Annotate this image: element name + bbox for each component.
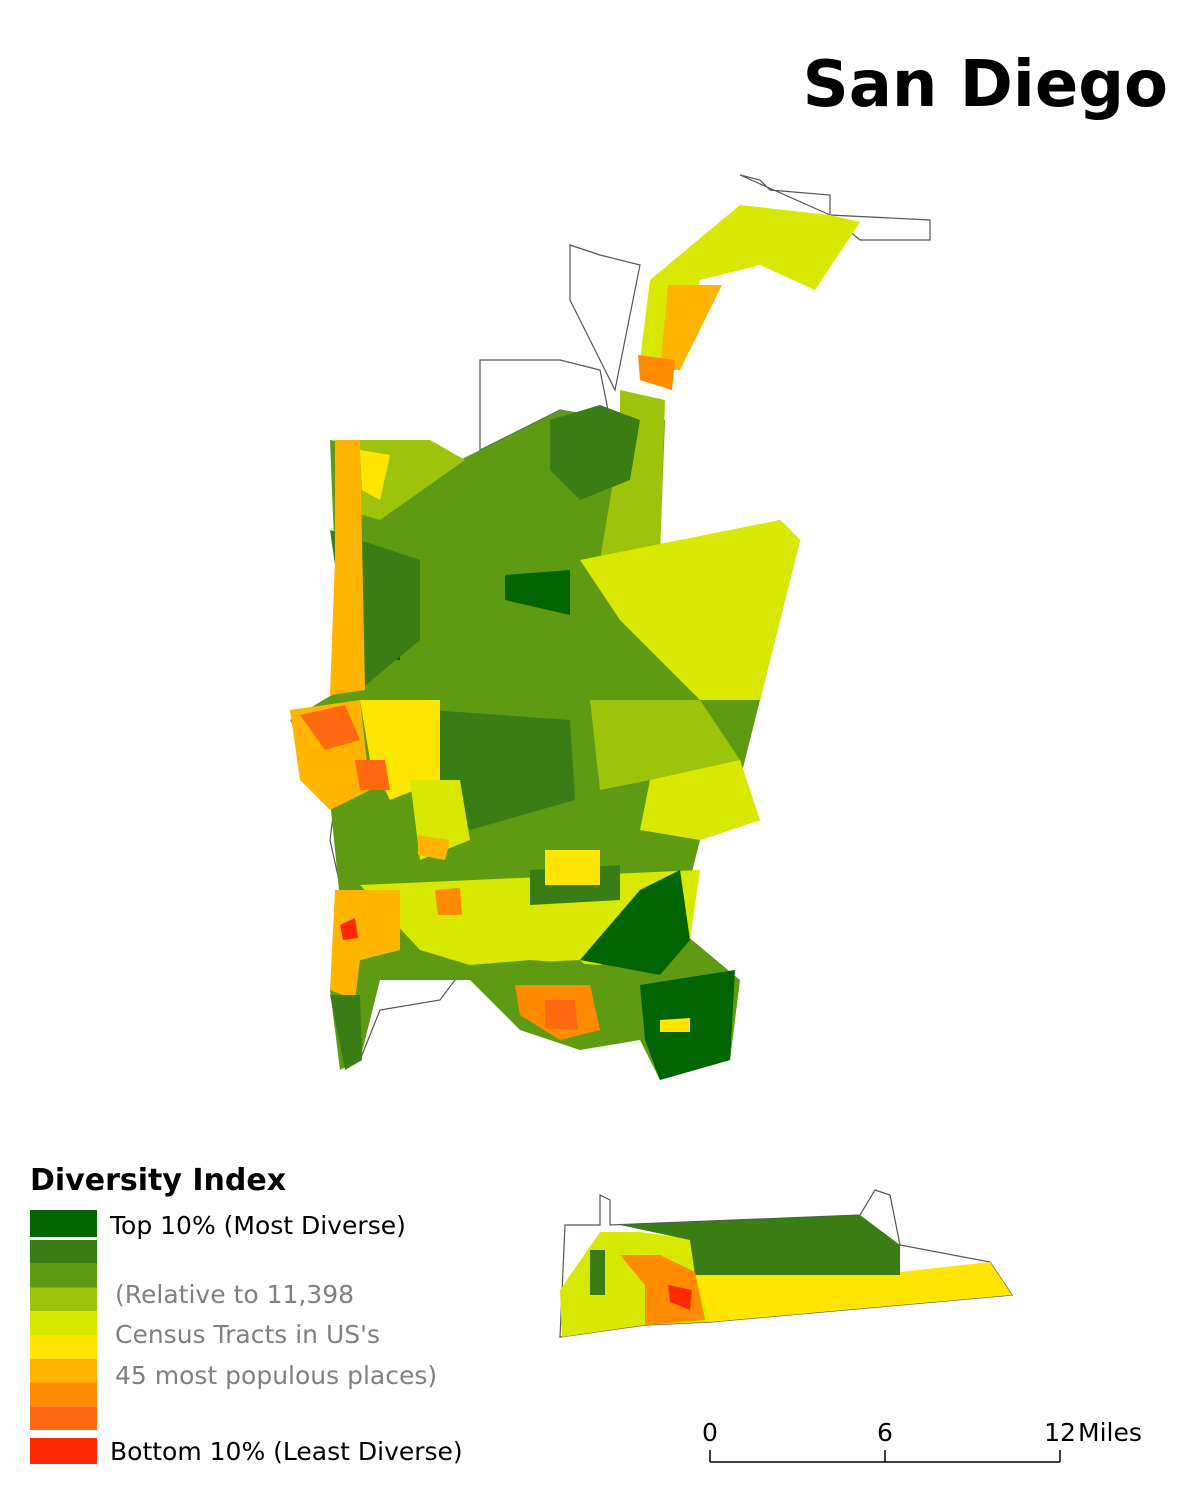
legend-label: Top 10% (Most Diverse) [109,1211,406,1240]
tract [580,870,690,975]
tract [580,520,800,700]
tract [660,285,722,370]
legend-swatch [30,1335,97,1359]
tracts [290,205,860,1080]
legend-swatch [30,1358,97,1383]
scale-label: 12 [1044,1418,1076,1447]
tract [600,390,665,560]
tract [340,918,358,940]
legend-note: (Relative to 11,398 [115,1280,354,1309]
legend-note: Census Tracts in US's [115,1320,380,1349]
scale-bar: Miles 0 6 12 [702,1418,1142,1463]
legend-swatch [30,1438,97,1464]
tract [330,440,365,695]
tract [505,570,570,615]
tract [430,710,575,830]
tract [360,450,390,500]
tract [435,888,462,915]
legend-note: 45 most populous places) [115,1361,437,1390]
tract [695,1262,1012,1322]
legend-swatch [30,1311,97,1335]
scale-unit: Miles [1078,1418,1142,1447]
scale-label: 6 [877,1418,893,1447]
tract [330,890,400,1000]
tract [590,700,740,790]
tract [620,1215,900,1275]
tract [638,355,675,390]
tract [590,1250,605,1295]
legend-swatch [30,1210,97,1237]
legend-label: Bottom 10% (Least Diverse) [110,1437,463,1466]
legend-title: Diversity Index [30,1163,286,1198]
tract [545,850,600,885]
tract [300,705,360,750]
tract [668,1285,692,1310]
tract [545,1000,578,1030]
inset-map [559,1189,1014,1338]
legend-swatch [30,1382,97,1407]
tract [550,405,640,500]
legend-swatch [30,1240,97,1264]
legend-swatch [30,1287,97,1312]
tract [660,1018,690,1032]
legend-swatch [30,1406,97,1430]
map-title: San Diego [803,48,1168,122]
legend: Diversity Index Top 10% (Most Diverse) (… [30,1163,463,1466]
tract [330,995,362,1070]
tract [418,835,450,860]
legend-swatch [30,1263,97,1288]
boundary [569,244,641,392]
tract [640,205,860,360]
scale-label: 0 [702,1418,718,1447]
tract [355,760,390,790]
